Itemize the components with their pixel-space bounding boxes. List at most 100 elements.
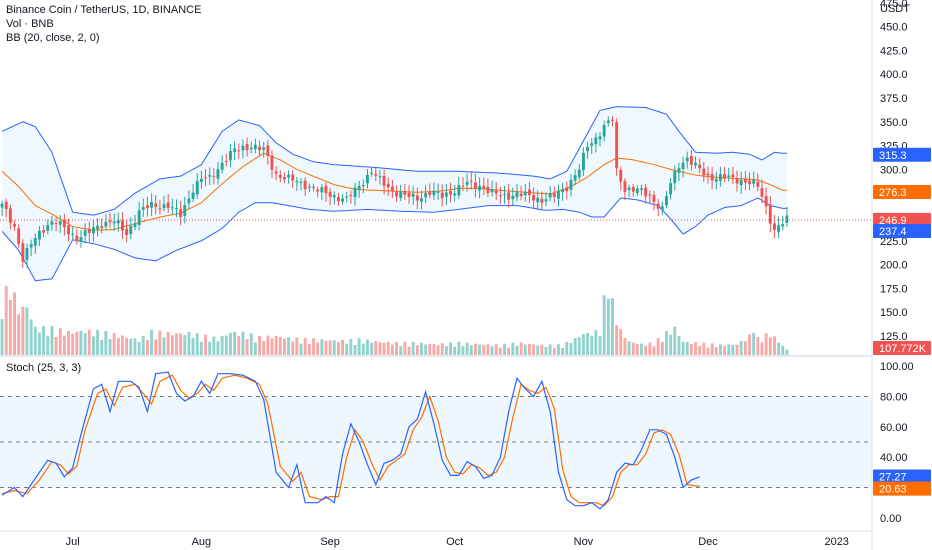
candle [573,169,577,186]
candle-body [216,169,220,179]
candle [590,138,594,155]
candle-body [253,144,257,150]
candle-body [58,221,62,225]
candle-body [307,186,311,188]
candle-body [415,195,419,201]
candle-body [648,194,652,196]
price-tick-label: 350.0 [880,117,908,129]
stoch-k-line [1,371,700,510]
candle-body [640,188,643,190]
candle-body [154,203,158,207]
candle [58,215,62,234]
candle [158,199,162,215]
candle-body [486,187,490,193]
candle-body [233,148,237,152]
volume-bar [694,342,697,355]
candle [739,171,743,194]
volume-bar [71,333,75,355]
candle-body [519,193,523,197]
candle [104,214,108,230]
volume-bar [640,343,643,355]
candle-body [561,189,565,193]
bb-legend[interactable]: BB (20, close, 2, 0) [6,32,100,44]
price-tick-label: 225.0 [880,236,908,248]
candle-body [719,174,722,181]
candle [424,185,428,203]
volume-bar [457,341,461,355]
candle-body [768,204,772,224]
candle-body [407,192,411,197]
candle-body [565,187,569,192]
candle-body [291,174,295,181]
candle-body [220,162,224,170]
volume-bar [677,336,681,355]
volume-bar [598,336,602,355]
symbol-title[interactable]: Binance Coin / TetherUS, 1D, BINANCE [6,4,202,16]
candle [586,141,589,159]
candle-body [13,224,16,227]
candle [316,186,320,198]
candle [594,132,598,153]
candle [677,162,681,182]
candle [615,118,619,176]
volume-bar [4,286,8,355]
candle [631,183,635,197]
volume-bar [303,337,307,355]
candle-body [444,192,448,197]
volume-bar [133,338,137,355]
volume-bar [162,337,166,355]
candle [494,181,498,200]
candle-body [137,210,141,225]
candle [694,156,697,169]
volume-bar [760,342,764,355]
candle-body [623,181,627,192]
volume-bar [577,337,581,355]
last-price-badge-text: 246.9 [879,215,907,227]
volume-bar [154,339,158,355]
candle-body [669,183,673,195]
candle-body [378,176,382,178]
candle [582,147,585,176]
volume-bar [382,342,386,355]
candle-body [681,162,685,169]
volume-legend[interactable]: Vol · BNB [6,18,54,30]
stochastic-pane[interactable] [0,371,872,510]
candle [528,182,531,204]
candle [444,184,448,206]
stoch-legend[interactable]: Stoch (25, 3, 3) [6,362,82,374]
candle [640,184,643,196]
bb-lower-line [1,197,787,282]
volume-bar [673,326,677,355]
candle [627,184,631,198]
bb-basis-badge: 276.3 [873,185,931,199]
volume-bar [706,347,710,355]
candle [777,216,780,239]
candle-body [46,224,50,231]
volume-bar [449,342,452,355]
candle-body [727,175,731,177]
price-tick-label: 475.0 [880,0,908,10]
grid [0,0,873,550]
volume-bar [278,337,282,355]
candle-body [606,120,610,124]
candle-body [598,136,602,140]
candle-body [361,185,365,186]
candle [544,192,548,206]
volume-bar [723,346,726,355]
candle-body [212,175,216,177]
candle-body [108,220,112,223]
candle-body [179,209,183,217]
candle-body [739,179,743,186]
volume-bar [316,342,320,355]
candle [341,194,344,205]
candle-body [121,220,124,231]
candle-body [478,185,481,191]
volume-bar [486,344,490,355]
candle [399,184,403,201]
price-pane[interactable] [0,106,872,282]
candle [17,224,21,248]
volume-bar [54,337,58,355]
volume-bar [573,338,577,355]
candle [8,204,12,230]
